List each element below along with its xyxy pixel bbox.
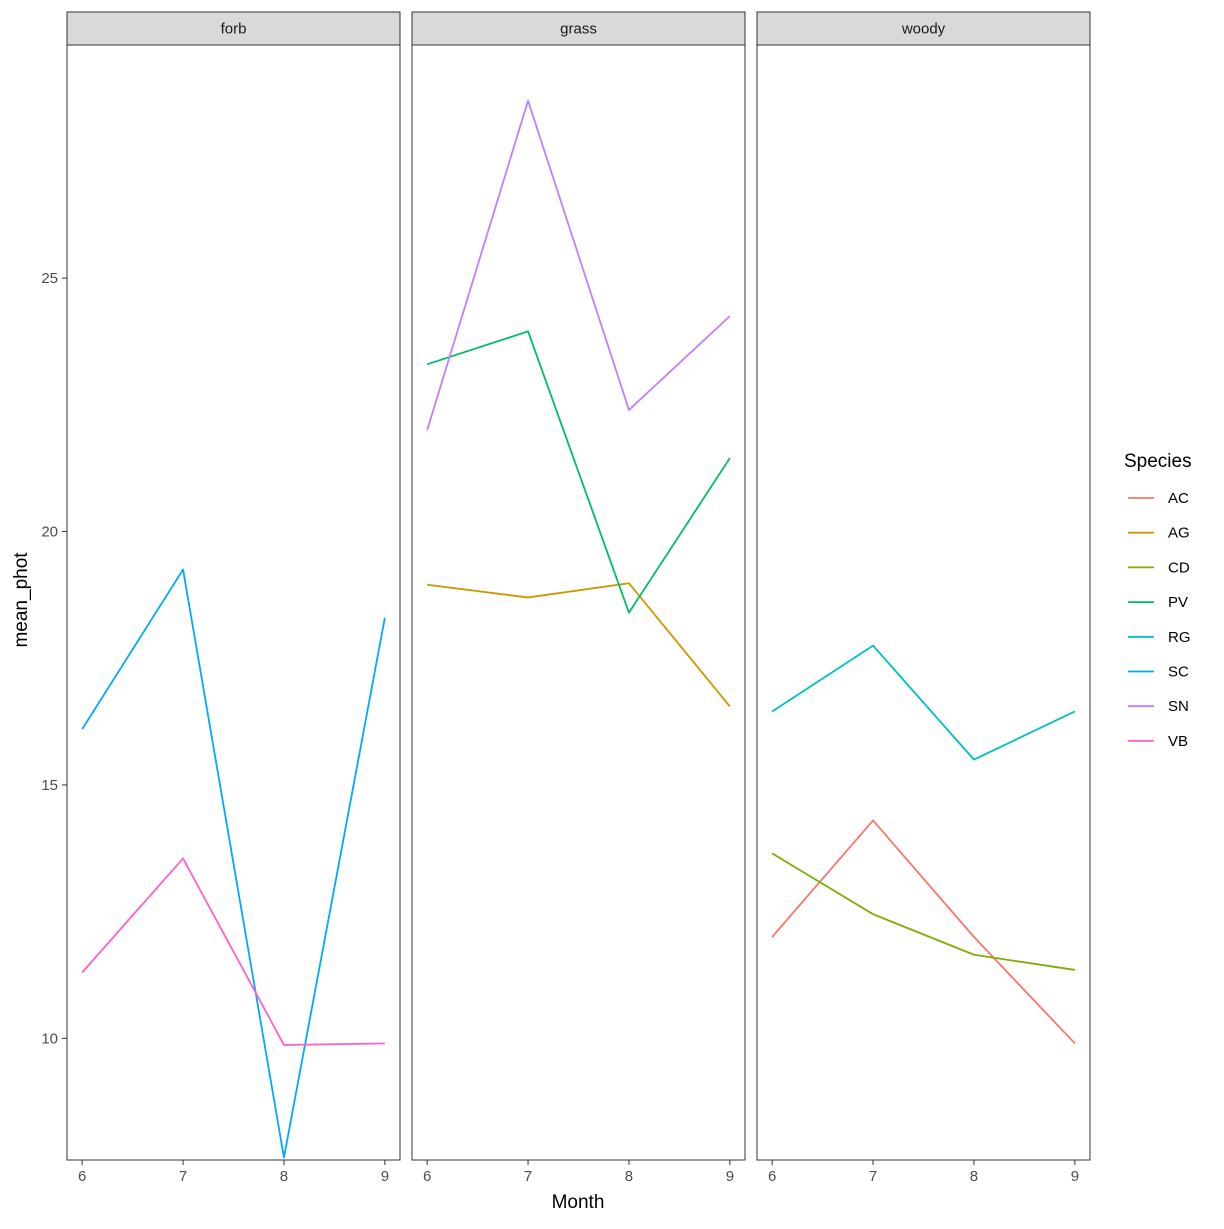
series-line-SN	[426, 99, 731, 431]
x-axis-title: Month	[552, 1192, 605, 1213]
series-line-AG	[427, 582, 731, 707]
facet-strip	[411, 11, 746, 46]
y-tick-label: 15	[41, 777, 58, 794]
x-tick-label: 9	[1071, 1168, 1079, 1185]
panel-border	[411, 44, 746, 1161]
series-line-VB	[81, 857, 385, 1046]
y-tick-label: 25	[41, 270, 58, 287]
x-tick-label: 7	[869, 1168, 877, 1185]
y-tick-label: 10	[41, 1030, 58, 1047]
facet-strip-label: forb	[221, 21, 247, 38]
facet-strip	[756, 11, 1091, 46]
x-tick-label: 7	[524, 1168, 532, 1185]
x-tick-label: 6	[423, 1168, 431, 1185]
facet-strip-label: grass	[560, 21, 597, 38]
y-axis: 10 15 20 25	[41, 270, 67, 1047]
legend-label: CD	[1168, 559, 1190, 576]
panel-border	[66, 44, 401, 1161]
y-axis-title: mean_phot	[11, 552, 32, 648]
series-line-SC	[81, 568, 386, 1159]
legend-item-VB: VB	[1128, 733, 1188, 750]
panel-forb: forb 6 7 8 9	[66, 11, 401, 1185]
panel-border	[756, 44, 1091, 1161]
legend-label: AC	[1168, 490, 1189, 507]
legend-label: RG	[1168, 629, 1191, 646]
x-tick-label: 6	[78, 1168, 86, 1185]
panel-woody: woody 6 7 8 9	[756, 11, 1091, 1185]
legend-item-CD: CD	[1128, 559, 1190, 576]
legend: Species AC AG CD PV RG SC SN VB	[1124, 451, 1192, 750]
legend-label: SN	[1168, 698, 1189, 715]
facet-strip	[66, 11, 401, 46]
series-line-CD	[771, 852, 1075, 971]
legend-item-AC: AC	[1128, 490, 1189, 507]
legend-item-RG: RG	[1128, 629, 1191, 646]
facet-strip-label: woody	[901, 21, 946, 38]
series-line-RG	[771, 644, 1076, 761]
legend-label: AG	[1168, 525, 1190, 542]
x-tick-label: 8	[970, 1168, 978, 1185]
legend-label: SC	[1168, 664, 1189, 681]
x-tick-label: 9	[381, 1168, 389, 1185]
legend-title: Species	[1124, 451, 1192, 472]
series-line-AC	[771, 819, 1076, 1045]
x-tick-label: 7	[179, 1168, 187, 1185]
legend-label: VB	[1168, 733, 1188, 750]
panel-grass: grass 6 7 8 9	[411, 11, 746, 1185]
legend-item-AG: AG	[1128, 525, 1190, 542]
x-tick-label: 8	[625, 1168, 633, 1185]
panels-layer: forb 6 7 8 9 grass 6 7 8 9 woody 6 7 8 9	[66, 11, 1091, 1185]
legend-item-PV: PV	[1128, 594, 1188, 611]
y-tick-label: 20	[41, 524, 58, 541]
x-tick-label: 6	[768, 1168, 776, 1185]
legend-label: PV	[1168, 594, 1188, 611]
x-tick-label: 8	[280, 1168, 288, 1185]
x-tick-label: 9	[726, 1168, 734, 1185]
legend-item-SC: SC	[1128, 664, 1189, 681]
legend-item-SN: SN	[1128, 698, 1189, 715]
series-line-PV	[426, 330, 731, 614]
